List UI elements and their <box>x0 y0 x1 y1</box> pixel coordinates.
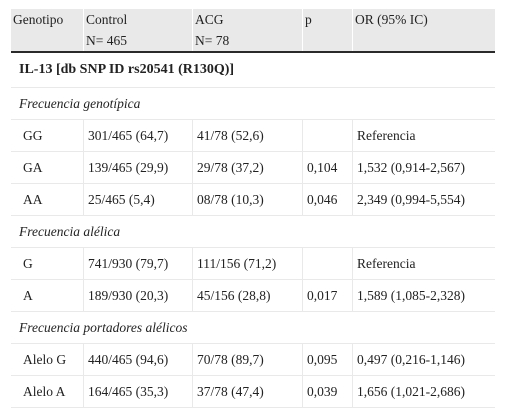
results-table-container: Genotipo Control N= 465 ACG N= 78 p OR (… <box>11 9 495 408</box>
header-acg: ACG N= 78 <box>193 9 303 51</box>
group-title-row: Frecuencia genotípica <box>11 88 495 120</box>
cell-odds-ratio: Referencia <box>353 248 495 280</box>
table-row: Alelo G 440/465 (94,6) 70/78 (89,7) 0,095 0,… <box>11 344 495 376</box>
cell-genotype: AA <box>11 184 84 216</box>
cell-p-value <box>303 248 353 280</box>
table-body: IL-13 [db SNP ID rs20541 (R130Q)] Frecue… <box>11 53 495 408</box>
table-row: GA 139/465 (29,9) 29/78 (37,2) 0,104 1,532 (… <box>11 152 495 184</box>
header-or: OR (95% IC) <box>353 9 495 51</box>
cell-control: 164/465 (35,3) <box>84 376 193 408</box>
header-genotipo: Genotipo <box>11 9 84 51</box>
cell-acg: 37/78 (47,4) <box>193 376 303 408</box>
cell-p-value <box>303 120 353 152</box>
table-row: GG 301/465 (64,7) 41/78 (52,6) Referencia <box>11 120 495 152</box>
cell-p-value: 0,046 <box>303 184 353 216</box>
group-title-row: Frecuencia alélica <box>11 216 495 248</box>
cell-control: 25/465 (5,4) <box>84 184 193 216</box>
cell-genotype: G <box>11 248 84 280</box>
cell-control: 301/465 (64,7) <box>84 120 193 152</box>
cell-acg: 29/78 (37,2) <box>193 152 303 184</box>
group-title: Frecuencia genotípica <box>11 88 495 120</box>
section-title: IL-13 [db SNP ID rs20541 (R130Q)] <box>11 53 495 88</box>
cell-odds-ratio: 1,532 (0,914-2,567) <box>353 152 495 184</box>
header-rule <box>11 51 495 53</box>
cell-odds-ratio: 1,656 (1,021-2,686) <box>353 376 495 408</box>
cell-p-value: 0,039 <box>303 376 353 408</box>
genotype-table: Genotipo Control N= 465 ACG N= 78 p OR (… <box>11 9 495 408</box>
table-header: Genotipo Control N= 465 ACG N= 78 p OR (… <box>11 9 495 53</box>
table-row: Alelo A 164/465 (35,3) 37/78 (47,4) 0,039 1,… <box>11 376 495 408</box>
group-title-row: Frecuencia portadores alélicos <box>11 312 495 344</box>
cell-odds-ratio: 2,349 (0,994-5,554) <box>353 184 495 216</box>
cell-genotype: Alelo G <box>11 344 84 376</box>
cell-odds-ratio: Referencia <box>353 120 495 152</box>
cell-acg: 70/78 (89,7) <box>193 344 303 376</box>
cell-acg: 08/78 (10,3) <box>193 184 303 216</box>
cell-genotype: A <box>11 280 84 312</box>
cell-acg: 41/78 (52,6) <box>193 120 303 152</box>
cell-control: 189/930 (20,3) <box>84 280 193 312</box>
section-title-row: IL-13 [db SNP ID rs20541 (R130Q)] <box>11 53 495 88</box>
group-title: Frecuencia alélica <box>11 216 495 248</box>
cell-control: 139/465 (29,9) <box>84 152 193 184</box>
cell-acg: 111/156 (71,2) <box>193 248 303 280</box>
cell-control: 741/930 (79,7) <box>84 248 193 280</box>
cell-genotype: Alelo A <box>11 376 84 408</box>
header-control: Control N= 465 <box>84 9 193 51</box>
cell-p-value: 0,095 <box>303 344 353 376</box>
table-row: AA 25/465 (5,4) 08/78 (10,3) 0,046 2,349 (0,… <box>11 184 495 216</box>
cell-p-value: 0,104 <box>303 152 353 184</box>
cell-odds-ratio: 0,497 (0,216-1,146) <box>353 344 495 376</box>
cell-control: 440/465 (94,6) <box>84 344 193 376</box>
group-title: Frecuencia portadores alélicos <box>11 312 495 344</box>
cell-odds-ratio: 1,589 (1,085-2,328) <box>353 280 495 312</box>
cell-genotype: GG <box>11 120 84 152</box>
cell-acg: 45/156 (28,8) <box>193 280 303 312</box>
cell-genotype: GA <box>11 152 84 184</box>
header-p: p <box>303 9 353 51</box>
table-row: G 741/930 (79,7) 111/156 (71,2) Referencia <box>11 248 495 280</box>
cell-p-value: 0,017 <box>303 280 353 312</box>
table-row: A 189/930 (20,3) 45/156 (28,8) 0,017 1,589 (… <box>11 280 495 312</box>
